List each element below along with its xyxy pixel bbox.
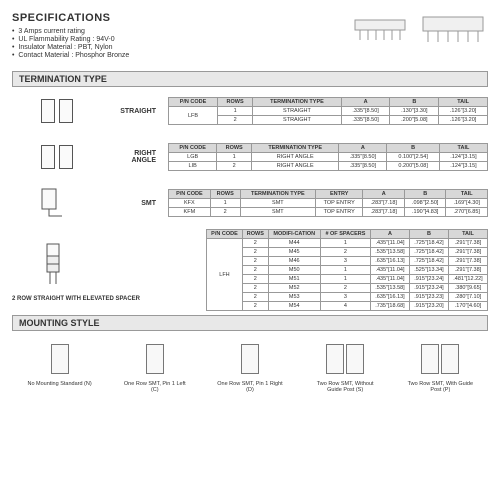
straight-diagram	[12, 91, 102, 131]
connector-illustration	[350, 12, 488, 44]
mounting-row: No Mounting Standard (N) One Row SMT, Pi…	[12, 335, 488, 397]
spec-item: 3 Amps current rating	[12, 28, 129, 35]
rightangle-diagram	[12, 137, 102, 177]
termination-header: TERMINATION TYPE	[12, 71, 488, 87]
rightangle-label: RIGHT ANGLE	[110, 150, 160, 164]
smt-table: P/N CODEROWSTERMINATION TYPEENTRYABTAIL …	[168, 189, 488, 217]
mount-label: One Row SMT, Pin 1 Right (D)	[215, 381, 285, 393]
mounting-header: MOUNTING STYLE	[12, 315, 488, 331]
mount-label: Two Row SMT, With Guide Post (P)	[405, 381, 475, 393]
spec-item: UL Flammability Rating : 94V-0	[12, 36, 129, 43]
rightangle-table: P/N CODEROWSTERMINATION TYPEABTAIL LGB1R…	[168, 143, 488, 171]
spec-list: 3 Amps current rating UL Flammability Ra…	[12, 28, 129, 59]
mount-label: No Mounting Standard (N)	[25, 381, 95, 387]
mount-label: One Row SMT, Pin 1 Left (C)	[120, 381, 190, 393]
spec-item: Contact Material : Phosphor Bronze	[12, 52, 129, 59]
spacer-diagram	[12, 239, 102, 294]
spacer-title: 2 ROW STRAIGHT WITH ELEVATED SPACER	[12, 296, 140, 302]
spec-item: Insulator Material : PBT, Nylon	[12, 44, 129, 51]
spacer-table: P/N CODEROWSMODIFI-CATION# OF SPACERSABT…	[206, 229, 488, 311]
straight-label: STRAIGHT	[110, 108, 160, 115]
straight-table: P/N CODEROWSTERMINATION TYPEABTAIL LFB1S…	[168, 97, 488, 125]
smt-diagram	[12, 183, 102, 223]
page-title: SPECIFICATIONS	[12, 12, 129, 24]
smt-label: SMT	[110, 200, 160, 207]
mount-label: Two Row SMT, Without Guide Post (S)	[310, 381, 380, 393]
